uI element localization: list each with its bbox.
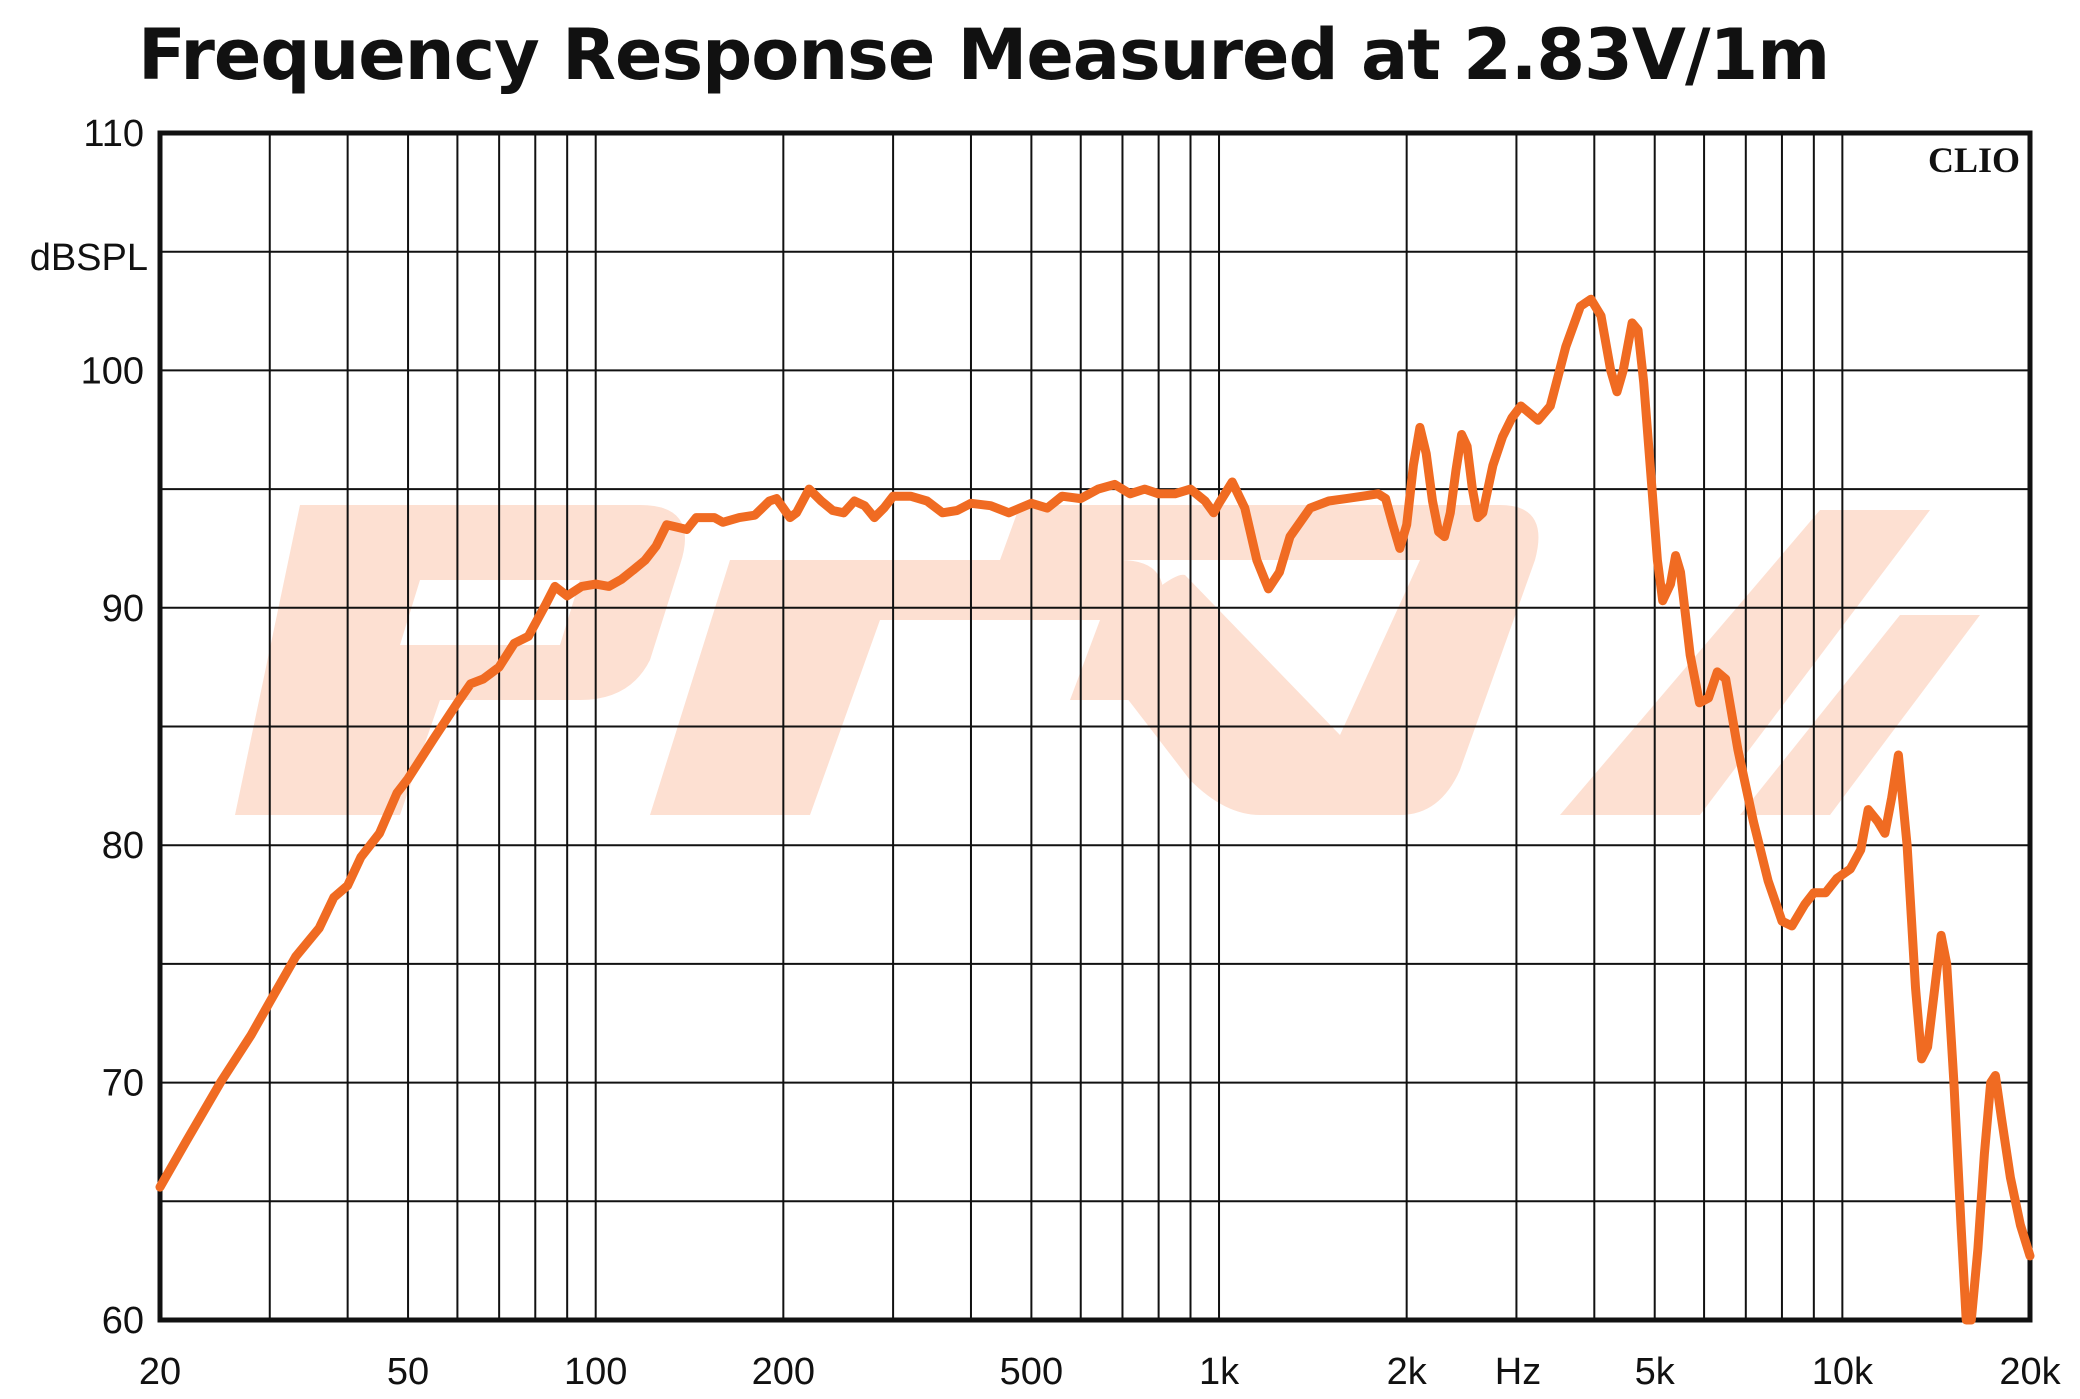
x-tick-label: 2k [1387, 1351, 1428, 1393]
y-axis-label: dBSPL [30, 237, 148, 279]
watermark-slash-2 [1740, 615, 1980, 815]
x-axis-label: Hz [1495, 1351, 1541, 1393]
chart-title: Frequency Response Measured at 2.83V/1m [138, 14, 1830, 96]
x-tick-label: 10k [1812, 1351, 1874, 1393]
y-tick-label: 100 [81, 350, 144, 392]
y-tick-label: 70 [102, 1063, 144, 1105]
x-tick-label: 20 [139, 1351, 181, 1393]
plot-frame [157, 130, 2033, 1323]
brand-label: CLIO [1928, 140, 2020, 180]
y-tick-labels: 60 70 80 90 100 110 [81, 113, 144, 1342]
x-tick-label: 50 [387, 1351, 429, 1393]
x-tick-label: 20k [1999, 1351, 2061, 1393]
x-tick-label: 100 [564, 1351, 627, 1393]
x-tick-labels: 20 50 100 200 500 1k 2k 5k 10k 20k [139, 1351, 2062, 1393]
x-tick-label: 1k [1199, 1351, 1240, 1393]
y-tick-label: 80 [102, 825, 144, 867]
watermark-logo [235, 505, 1980, 815]
x-tick-label: 200 [752, 1351, 815, 1393]
watermark-letter-r [650, 560, 1164, 815]
watermark-letter-o [1000, 505, 1539, 815]
x-tick-label: 500 [1000, 1351, 1063, 1393]
x-tick-label: 5k [1635, 1351, 1676, 1393]
y-tick-label: 110 [83, 113, 144, 155]
watermark-letter-p [235, 505, 685, 815]
y-tick-label: 90 [102, 588, 144, 630]
series-line [155, 294, 2035, 1325]
y-tick-label: 60 [102, 1300, 144, 1342]
